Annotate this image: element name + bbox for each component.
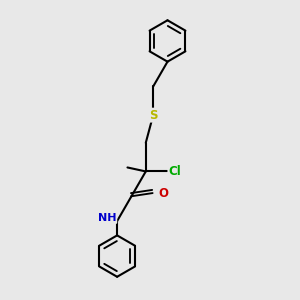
Text: Cl: Cl	[169, 165, 181, 178]
Text: NH: NH	[98, 213, 116, 223]
Text: O: O	[159, 187, 169, 200]
Text: S: S	[149, 109, 158, 122]
